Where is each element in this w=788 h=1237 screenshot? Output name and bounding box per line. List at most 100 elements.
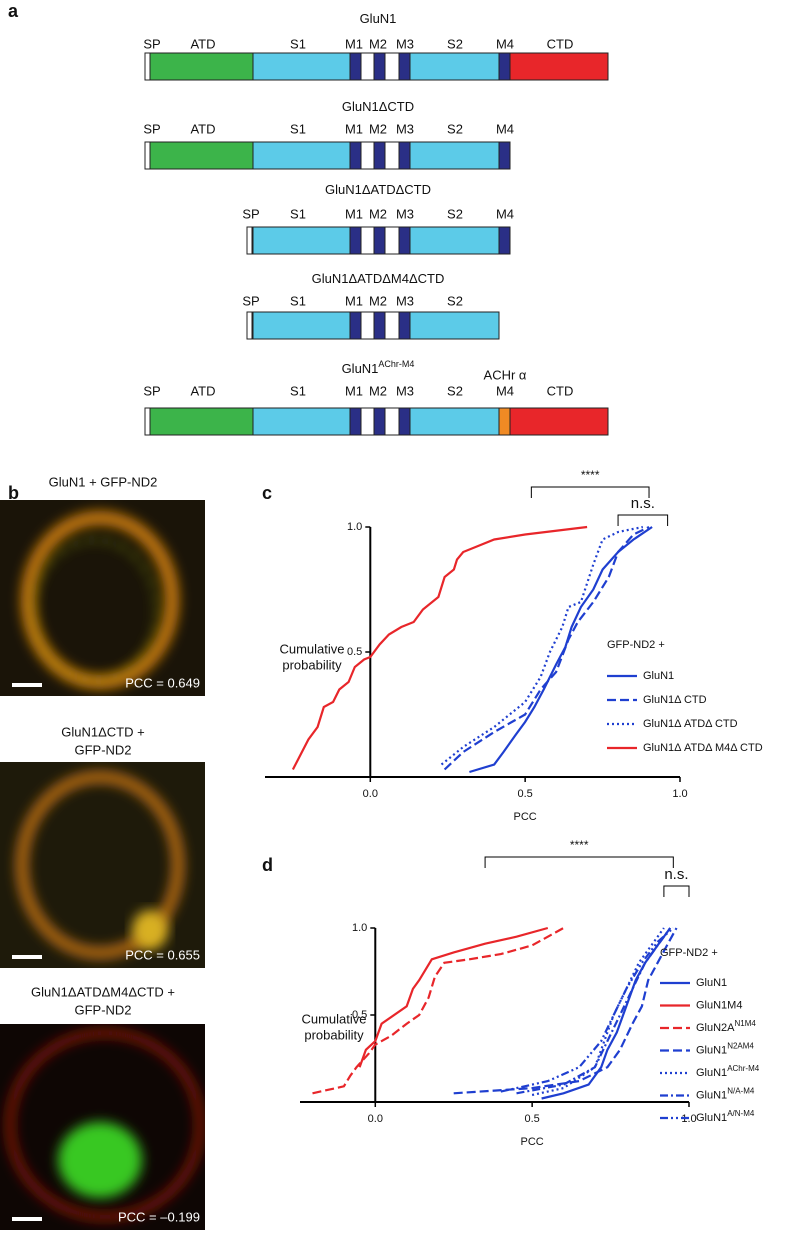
pcc-label: PCC = 0.649 — [125, 675, 200, 690]
cdf-line — [312, 927, 565, 1095]
domain-label: S2 — [447, 293, 463, 308]
cdf-line — [443, 526, 650, 771]
legend-label: GluN1AChr-M4 — [696, 1064, 760, 1079]
domain — [373, 141, 386, 170]
legend-name: GluN1Δ ATDΔ CTD — [643, 718, 738, 730]
domain — [398, 311, 411, 340]
pcc-label: PCC = 0.655 — [125, 947, 200, 962]
domain — [398, 141, 411, 170]
x-tick-label: 0.5 — [524, 1113, 539, 1125]
domain-label: ATD — [190, 121, 215, 136]
domain-label: M2 — [369, 121, 387, 136]
construct-title-text: GluN1 — [342, 361, 379, 376]
image-title: GluN1 + GFP-ND2 — [49, 474, 158, 489]
legend-name: GluN1M4 — [696, 999, 742, 1011]
micrograph — [0, 500, 205, 696]
domain — [349, 226, 362, 255]
significance-label: **** — [570, 838, 589, 852]
domain-label: M3 — [396, 121, 414, 136]
legend-label: GluN1Δ CTD — [643, 694, 707, 706]
legend-name: GluN1 — [696, 1089, 727, 1101]
domain — [349, 52, 362, 81]
legend-label: GluN1 — [696, 977, 727, 989]
y-tick-label: 0.5 — [352, 1009, 367, 1021]
image-title: GluN1ΔATDΔM4ΔCTD + — [31, 984, 175, 999]
domain — [498, 226, 511, 255]
domain — [409, 311, 500, 340]
legend-label: GluN1M4 — [696, 999, 742, 1011]
domain — [149, 407, 254, 436]
legend-name: GluN1Δ CTD — [643, 694, 707, 706]
domain — [149, 52, 254, 81]
image-title: GluN1ΔCTD + — [61, 724, 144, 739]
legend-name: GluN1 — [696, 1067, 727, 1079]
domain-label: M1 — [345, 36, 363, 51]
cdf-line — [516, 927, 672, 1095]
domain-label: SP — [242, 293, 259, 308]
significance-label: n.s. — [631, 495, 655, 512]
domain — [149, 141, 254, 170]
construct-title-text: GluN1ΔCTD — [342, 99, 414, 114]
domain — [360, 52, 375, 81]
pcc-label: PCC = –0.199 — [118, 1209, 200, 1224]
domain — [384, 407, 400, 436]
construct-title-sup: AChr-M4 — [378, 359, 414, 369]
y-tick-label: 1.0 — [347, 521, 362, 533]
domain-label: S2 — [447, 36, 463, 51]
domain — [373, 226, 386, 255]
domain — [409, 226, 500, 255]
image-title: GFP-ND2 — [74, 1002, 131, 1017]
domain — [252, 226, 351, 255]
y-tick-label: 0.5 — [347, 646, 362, 658]
domain — [144, 407, 151, 436]
domain — [349, 141, 362, 170]
significance-bracket — [484, 856, 674, 868]
legend-name: GluN1 — [696, 977, 727, 989]
scale-bar — [12, 955, 42, 959]
domain-label: M4 — [496, 121, 514, 136]
domain — [360, 311, 375, 340]
domain — [398, 52, 411, 81]
domain-label: M3 — [396, 293, 414, 308]
legend-label: GluN1Δ ATDΔ CTD — [643, 718, 738, 730]
y-axis-label: Cumulative — [279, 641, 344, 656]
cdf-line — [531, 927, 665, 1097]
domain-label: M2 — [369, 383, 387, 398]
construct-title: GluN1 — [360, 11, 397, 26]
construct-title-text: GluN1ΔATDΔM4ΔCTD — [312, 271, 445, 286]
legend-title: GFP-ND2 + — [607, 639, 665, 651]
x-tick-label: 0.0 — [368, 1113, 383, 1125]
panel-label: b — [8, 483, 19, 503]
domain — [384, 141, 400, 170]
panel-label: d — [262, 855, 273, 875]
domain-label: ATD — [190, 383, 215, 398]
domain-label: CTD — [547, 36, 574, 51]
legend-label: GluN2AN1M4 — [696, 1019, 756, 1034]
significance-bracket — [530, 486, 650, 498]
domain — [144, 52, 151, 81]
domain-label: M1 — [345, 121, 363, 136]
construct-title: GluN1AChr-M4 — [342, 359, 415, 376]
domain-label: M2 — [369, 206, 387, 221]
legend-label: GluN1A/N-M4 — [696, 1109, 755, 1124]
domain-label: S1 — [290, 293, 306, 308]
domain-label: M1 — [345, 383, 363, 398]
domain-label: M4 — [496, 383, 514, 398]
y-axis-label: probability — [282, 657, 342, 672]
domain — [252, 407, 351, 436]
micrograph — [0, 1024, 205, 1230]
domain-label: SP — [143, 121, 160, 136]
legend-name: GluN2A — [696, 1022, 735, 1034]
construct-title-text: GluN1 — [360, 11, 397, 26]
domain-label: M2 — [369, 293, 387, 308]
cdf-line — [358, 926, 549, 1068]
domain — [498, 407, 511, 436]
construct-title: GluN1ΔCTD — [342, 99, 414, 114]
domain-label: SP — [143, 36, 160, 51]
domain-label: S1 — [290, 121, 306, 136]
legend-sup: AChr-M4 — [727, 1064, 760, 1073]
domain — [409, 141, 500, 170]
domain-label: S2 — [447, 121, 463, 136]
y-axis-label: Cumulative — [301, 1011, 366, 1026]
